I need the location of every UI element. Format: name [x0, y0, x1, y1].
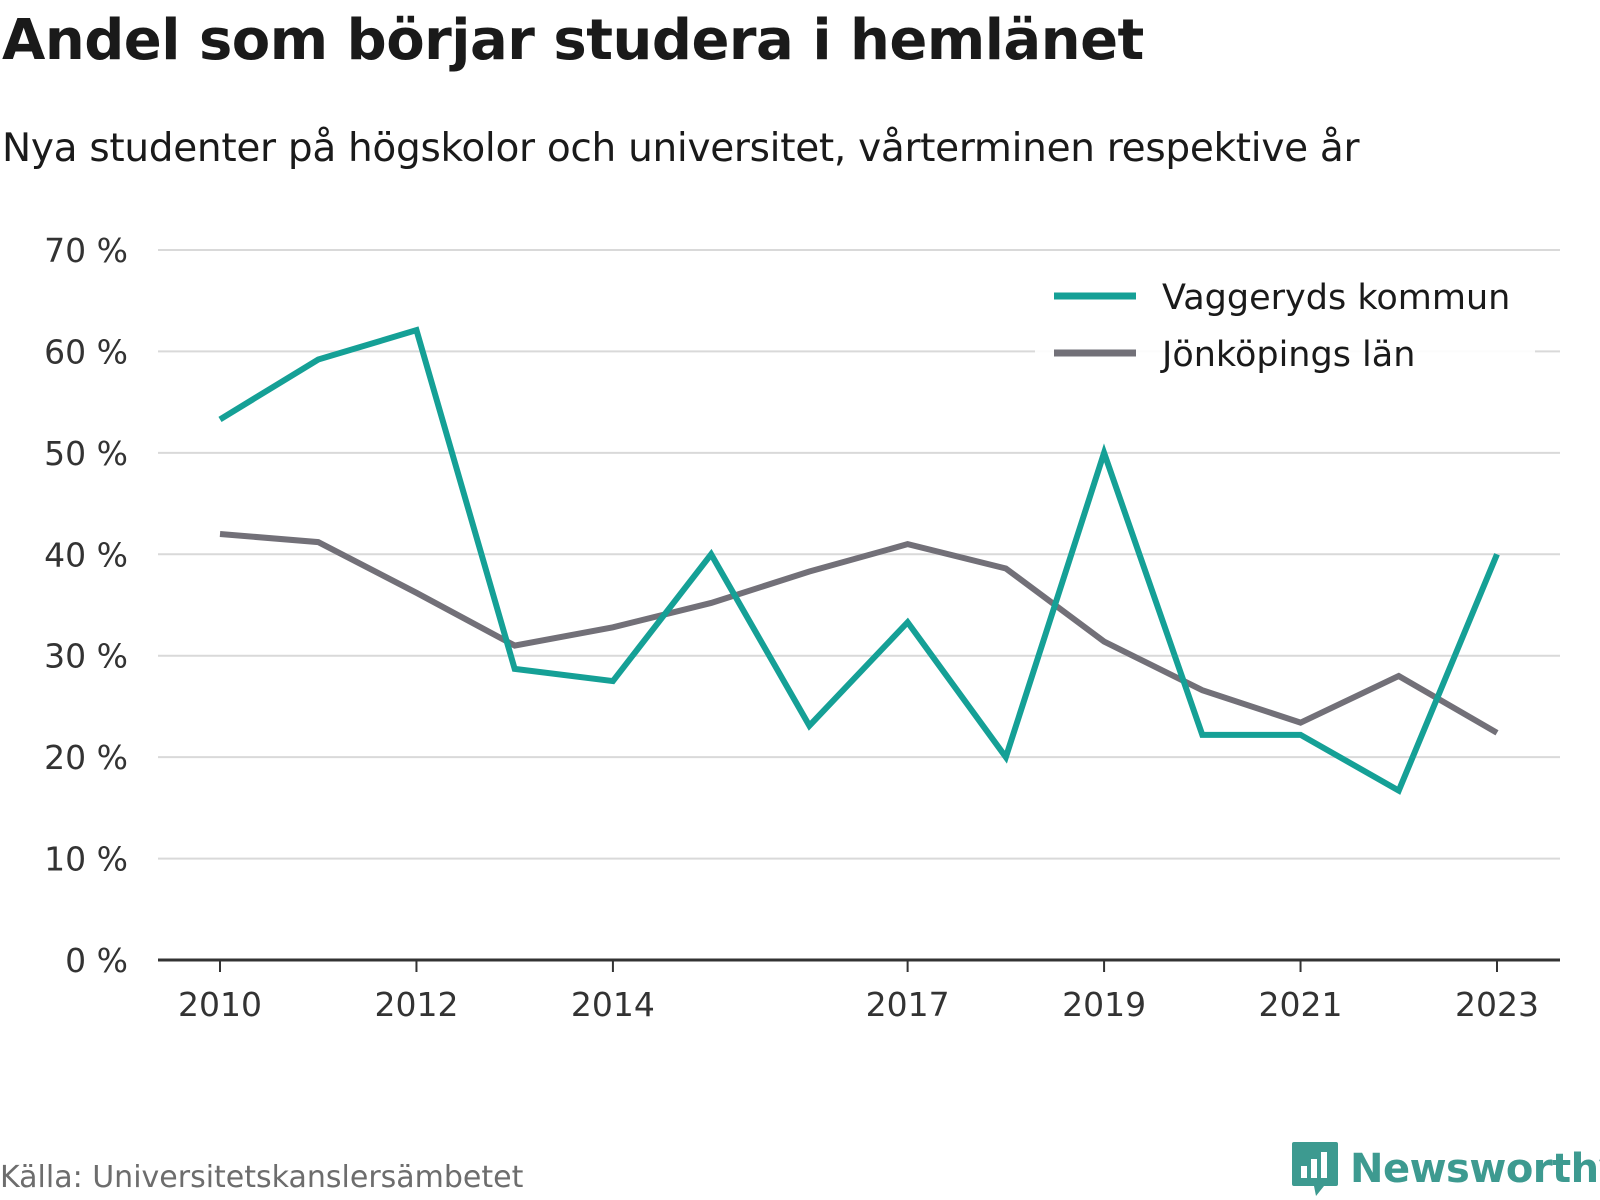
x-tick-label: 2017 [866, 985, 950, 1024]
y-tick-label: 50 % [44, 434, 128, 473]
legend-label-vaggeryds-kommun: Vaggeryds kommun [1162, 278, 1510, 318]
x-tick-label: 2021 [1259, 985, 1343, 1024]
source-note: Källa: Universitetskanslersämbetet [0, 1160, 524, 1195]
y-tick-label: 20 % [44, 738, 128, 777]
y-tick-label: 70 % [44, 231, 128, 270]
y-tick-label: 10 % [44, 840, 128, 879]
y-tick-label: 30 % [44, 637, 128, 676]
newsworthy-logo-icon [1292, 1142, 1338, 1196]
y-axis-ticks: 0 % 10 % 20 % 30 % 40 % 50 % 60 % 70 % [44, 231, 128, 980]
legend: Vaggeryds kommun Jönköpings län [1035, 270, 1535, 380]
y-tick-label: 40 % [44, 535, 128, 574]
x-axis-ticks: 2010 2012 2014 2017 2019 2021 2023 [178, 960, 1539, 1024]
line-chart: 0 % 10 % 20 % 30 % 40 % 50 % 60 % 70 % 2010 2012… [44, 231, 1560, 1024]
series-lines [218, 326, 1500, 795]
x-tick-label: 2014 [571, 985, 655, 1024]
legend-background [1035, 270, 1535, 380]
series-line-jonkopings-lan [219, 531, 1499, 736]
chart-subtitle: Nya studenter på högskolor och universit… [2, 126, 1360, 171]
x-tick-label: 2019 [1062, 985, 1146, 1024]
x-tick-label: 2010 [178, 985, 262, 1024]
chart-title: Andel som börjar studera i hemlänet [2, 8, 1144, 73]
series-line-vaggeryds-kommun [218, 326, 1500, 795]
x-tick-label: 2012 [374, 985, 458, 1024]
x-tick-label: 2023 [1455, 985, 1539, 1024]
y-tick-label: 0 % [65, 941, 128, 980]
brand-logo: Newsworthy [1290, 1140, 1600, 1198]
y-tick-label: 60 % [44, 332, 128, 371]
brand-name: Newsworthy [1350, 1146, 1600, 1192]
legend-label-jonkopings-lan: Jönköpings län [1160, 335, 1415, 375]
